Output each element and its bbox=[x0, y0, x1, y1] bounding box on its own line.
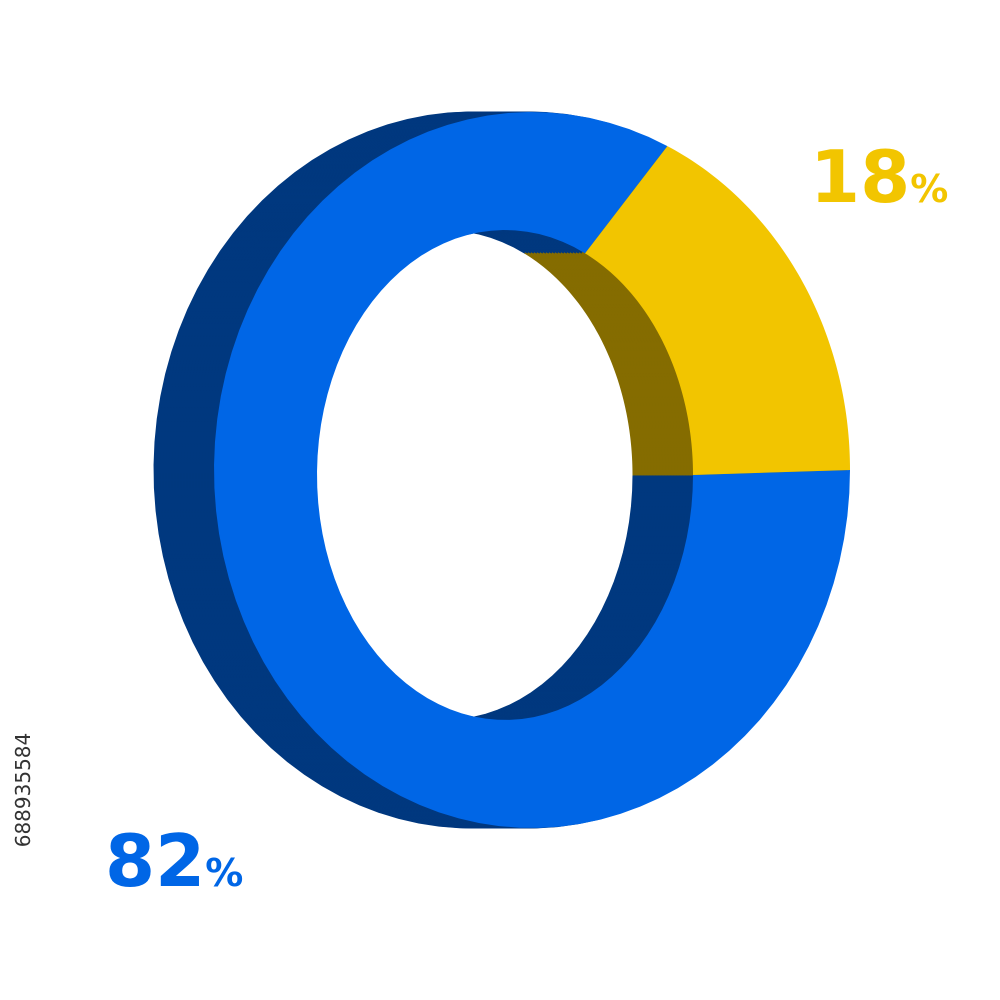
watermark-id: 688935584 bbox=[11, 733, 35, 848]
segment bbox=[214, 112, 850, 828]
value-label: 82% bbox=[105, 819, 243, 903]
value-label: 18% bbox=[810, 135, 948, 219]
segment bbox=[585, 146, 850, 475]
